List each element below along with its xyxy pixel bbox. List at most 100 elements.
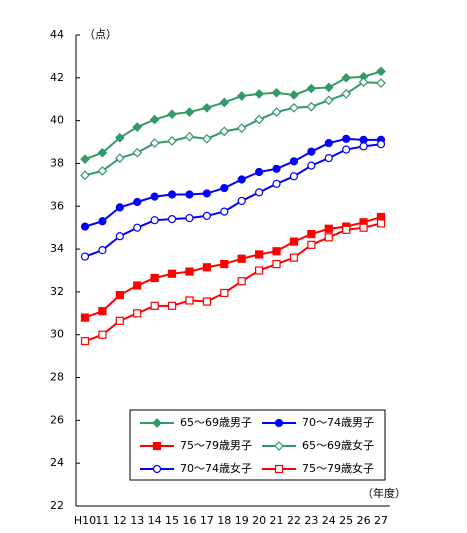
- y-axis-label: （点）: [84, 28, 117, 41]
- y-tick-label: 32: [50, 285, 64, 298]
- x-tick-label: 19: [235, 514, 249, 527]
- point: [184, 107, 195, 117]
- x-tick-label: 26: [357, 514, 371, 527]
- point: [185, 190, 194, 199]
- point: [219, 126, 230, 137]
- x-tick-label: 17: [200, 514, 214, 527]
- point: [97, 147, 108, 158]
- series-line: [84, 143, 382, 258]
- legend-label: 70〜74歳女子: [180, 461, 252, 475]
- y-tick-label: 24: [50, 456, 64, 469]
- point: [114, 153, 125, 163]
- point: [114, 132, 125, 143]
- point: [272, 259, 281, 269]
- point: [324, 139, 333, 148]
- point: [149, 114, 160, 125]
- point: [236, 91, 247, 101]
- point: [323, 95, 334, 106]
- y-tick-label: 44: [50, 28, 64, 41]
- point: [80, 337, 90, 346]
- point: [289, 237, 299, 246]
- point: [167, 215, 177, 224]
- point: [133, 281, 142, 290]
- point: [255, 266, 264, 275]
- point: [115, 291, 124, 300]
- point: [341, 72, 352, 83]
- y-tick-label: 40: [50, 114, 64, 127]
- point: [289, 172, 299, 181]
- point: [202, 297, 211, 306]
- point: [98, 330, 107, 339]
- point: [185, 213, 194, 223]
- point: [167, 109, 177, 120]
- x-tick-label: 14: [148, 514, 162, 527]
- point: [150, 301, 159, 310]
- series-line: [84, 137, 381, 228]
- point: [202, 189, 211, 198]
- x-tick-label: 24: [322, 514, 336, 527]
- x-tick-label: H10: [74, 514, 96, 527]
- point: [324, 233, 333, 242]
- point: [133, 309, 142, 318]
- series-line: [84, 81, 382, 177]
- point: [167, 190, 177, 199]
- point: [80, 252, 90, 261]
- series-line: [84, 70, 382, 161]
- point: [341, 89, 352, 99]
- y-tick-label: 22: [50, 499, 64, 512]
- legend-label: 75〜79歳男子: [180, 439, 252, 452]
- legend-marker: [152, 441, 162, 451]
- point: [289, 253, 299, 262]
- point: [359, 142, 368, 151]
- point: [167, 269, 177, 278]
- legend-label: 65〜69歳女子: [302, 438, 374, 452]
- point: [150, 192, 159, 201]
- y-tick-label: 28: [50, 371, 64, 384]
- x-tick-label: 11: [95, 514, 109, 527]
- point: [167, 136, 177, 146]
- point: [254, 89, 264, 99]
- legend-marker: [152, 464, 162, 474]
- point: [184, 131, 195, 142]
- point: [307, 161, 316, 170]
- y-tick-label: 38: [50, 156, 64, 169]
- point: [376, 78, 386, 89]
- point: [98, 217, 107, 226]
- point: [202, 263, 211, 272]
- x-tick-label: 22: [287, 514, 301, 527]
- point: [115, 232, 124, 241]
- point: [342, 145, 351, 154]
- point: [272, 247, 281, 256]
- point: [254, 114, 264, 125]
- point: [220, 259, 229, 269]
- point: [255, 250, 264, 259]
- point: [324, 154, 333, 163]
- point: [271, 107, 282, 117]
- legend-label: 75〜79歳女子: [302, 461, 374, 475]
- x-tick-label: 23: [304, 514, 318, 527]
- x-tick-label: 15: [165, 514, 179, 527]
- point: [97, 166, 108, 176]
- point: [80, 222, 90, 231]
- point: [289, 157, 299, 166]
- point: [272, 164, 281, 173]
- point: [236, 123, 247, 133]
- point: [237, 254, 246, 263]
- y-tick-label: 36: [50, 199, 64, 212]
- point: [307, 147, 316, 156]
- point: [324, 224, 333, 233]
- point: [271, 87, 282, 98]
- point: [80, 313, 90, 322]
- point: [115, 316, 124, 325]
- point: [115, 203, 124, 212]
- legend-marker: [274, 418, 284, 428]
- point: [185, 296, 194, 305]
- point: [133, 223, 142, 232]
- y-tick-label: 26: [50, 413, 64, 426]
- point: [132, 122, 143, 132]
- point: [307, 230, 316, 239]
- point: [323, 82, 334, 93]
- x-tick-label: 18: [217, 514, 231, 527]
- point: [202, 102, 212, 113]
